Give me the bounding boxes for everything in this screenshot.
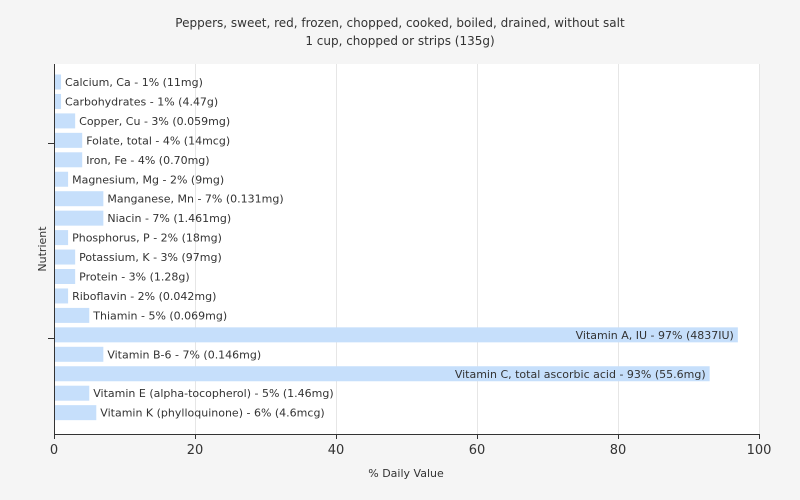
bar[interactable]: [54, 93, 62, 109]
bar[interactable]: [54, 132, 83, 148]
bar[interactable]: [54, 171, 69, 187]
x-tick-label: 60: [469, 443, 486, 458]
bar-label: Iron, Fe - 4% (0.70mg): [86, 154, 209, 167]
bar[interactable]: [54, 230, 69, 246]
bar[interactable]: [54, 74, 62, 90]
bar[interactable]: [54, 366, 710, 382]
bar-label: Vitamin K (phylloquinone) - 6% (4.6mcg): [100, 407, 324, 420]
bar-label: Magnesium, Mg - 2% (9mg): [72, 173, 224, 186]
bar-labels-group: Calcium, Ca - 1% (11mg) Carbohydrates - 1…: [65, 76, 734, 420]
bar-label: Riboflavin - 2% (0.042mg): [72, 290, 216, 303]
bar-label: Manganese, Mn - 7% (0.131mg): [107, 193, 283, 206]
bar[interactable]: [54, 385, 90, 401]
bar-label: Copper, Cu - 3% (0.059mg): [79, 115, 230, 128]
y-axis-title: Nutrient: [36, 226, 49, 272]
x-tick-label: 20: [187, 443, 204, 458]
bar[interactable]: [54, 269, 76, 284]
bar-label: Calcium, Ca - 1% (11mg): [65, 76, 203, 89]
bar-label: Protein - 3% (1.28g): [79, 271, 190, 284]
bar[interactable]: [54, 210, 104, 226]
bar-label: Niacin - 7% (1.461mg): [107, 212, 231, 225]
bar-label: Vitamin B-6 - 7% (0.146mg): [107, 348, 261, 361]
bar[interactable]: [54, 288, 69, 304]
bar-label: Folate, total - 4% (14mcg): [86, 134, 230, 147]
x-tick-label: 40: [328, 443, 345, 458]
bar[interactable]: [54, 152, 83, 168]
bar-label: Potassium, K - 3% (97mg): [79, 251, 222, 264]
x-axis-title: % Daily Value: [368, 467, 444, 480]
bars-group: [54, 74, 738, 421]
chart-subtitle: 1 cup, chopped or strips (135g): [305, 34, 494, 48]
bar[interactable]: [54, 249, 76, 265]
bar-label: Carbohydrates - 1% (4.47g): [65, 95, 218, 108]
bar[interactable]: [54, 346, 104, 362]
axes-group: 0 20 40 60 80 100: [48, 64, 771, 458]
bar-label: Phosphorus, P - 2% (18mg): [72, 232, 222, 245]
chart-title: Peppers, sweet, red, frozen, chopped, co…: [175, 16, 625, 30]
bar[interactable]: [54, 191, 104, 207]
x-tick-label: 100: [747, 443, 772, 458]
x-tick-label: 0: [50, 443, 58, 458]
bar-label: Vitamin A, IU - 97% (4837IU): [576, 329, 734, 342]
x-tick-label: 80: [610, 443, 627, 458]
bar[interactable]: [54, 113, 76, 129]
bar-label: Vitamin E (alpha-tocopherol) - 5% (1.46m…: [93, 387, 333, 400]
bar-label: Thiamin - 5% (0.069mg): [92, 309, 227, 322]
bar[interactable]: [54, 405, 97, 421]
bar-label: Vitamin C, total ascorbic acid - 93% (55…: [455, 368, 706, 381]
bar[interactable]: [54, 307, 90, 323]
bar[interactable]: [54, 327, 738, 343]
